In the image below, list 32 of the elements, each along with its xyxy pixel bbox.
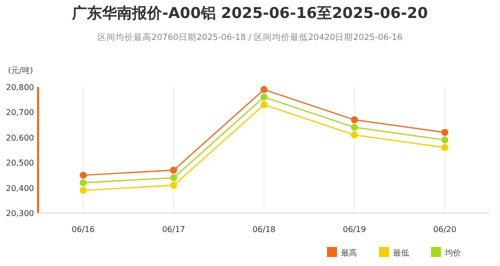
point xyxy=(441,128,448,136)
y-tick-label: 20,600 xyxy=(6,133,34,142)
point xyxy=(260,86,268,94)
chart-title: 广东华南报价-A00铝 2025-06-16至2025-06-20 xyxy=(71,4,428,22)
legend-label: 最高 xyxy=(341,248,357,258)
point xyxy=(350,131,358,138)
x-tick-label: 06/19 xyxy=(342,225,366,234)
legend-label: 最低 xyxy=(393,248,409,258)
point xyxy=(170,174,178,182)
y-tick-label: 20,800 xyxy=(6,83,34,92)
y-tick-label: 20,400 xyxy=(6,184,34,193)
point xyxy=(80,179,87,186)
point xyxy=(170,182,178,189)
point xyxy=(260,101,268,108)
chart-subtitle: 区间均价最高20760日期2025-06-18 / 区间均价最低20420日期2025-06-16 xyxy=(97,32,403,43)
point xyxy=(350,124,358,131)
y-axis-title: (元/吨) xyxy=(8,66,33,75)
y-tick-label: 20,700 xyxy=(6,108,34,118)
point xyxy=(441,136,448,144)
x-tick-label: 06/18 xyxy=(252,225,276,234)
point xyxy=(170,166,178,174)
y-tick-label: 20,300 xyxy=(6,209,34,218)
point xyxy=(80,186,87,194)
y-tick-label: 20,500 xyxy=(6,158,34,168)
legend-label: 均价 xyxy=(444,248,461,258)
x-tick-label: 06/20 xyxy=(433,225,456,234)
point xyxy=(80,172,87,179)
point xyxy=(441,144,448,151)
point xyxy=(260,94,268,101)
x-tick-label: 06/16 xyxy=(72,225,95,234)
point xyxy=(350,116,358,124)
x-tick-label: 06/17 xyxy=(162,225,186,234)
